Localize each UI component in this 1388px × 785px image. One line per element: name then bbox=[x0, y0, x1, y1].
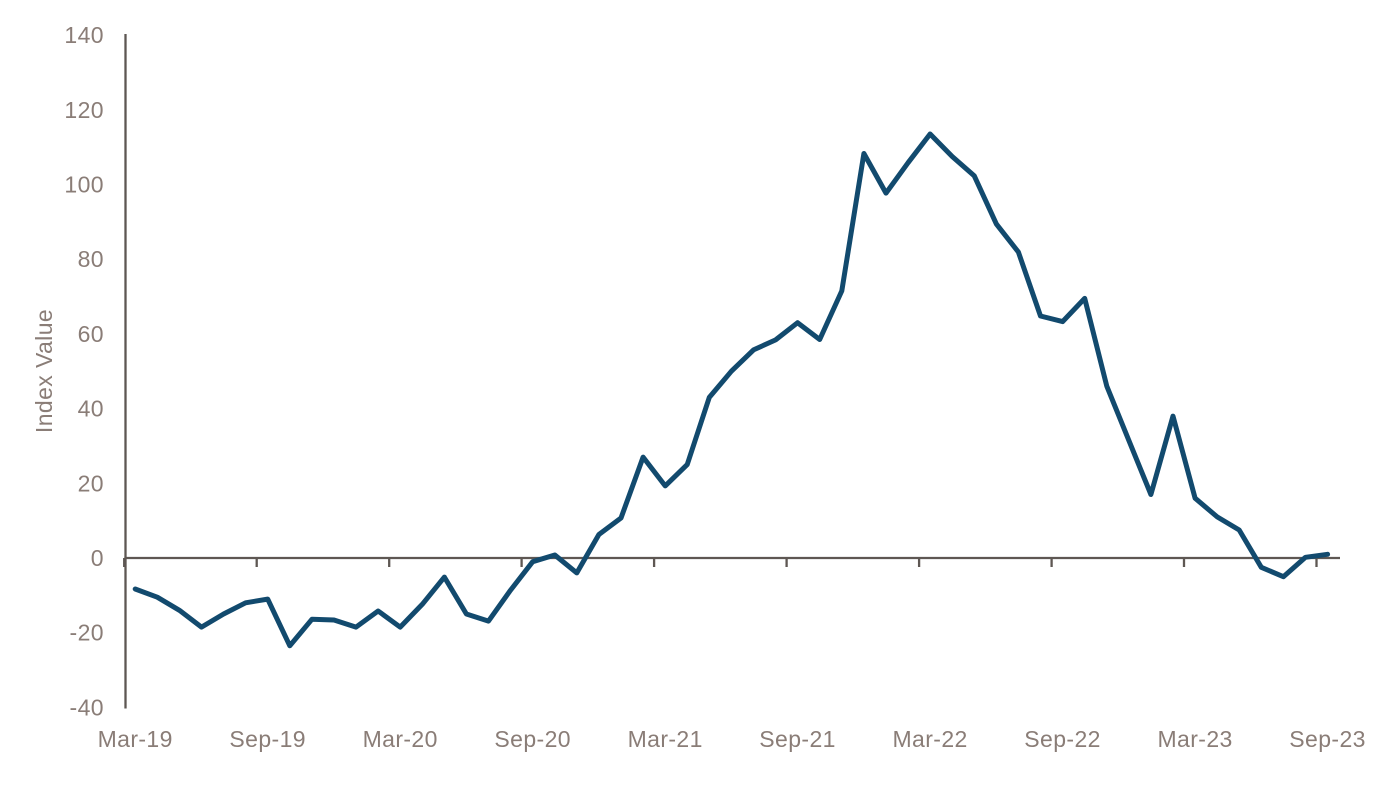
index-value-series-line bbox=[132, 131, 1331, 649]
x-axis-tick-marks bbox=[123, 558, 1318, 567]
x-axis-tick-label: Mar-23 bbox=[1157, 726, 1232, 752]
y-axis-tick-labels: 140 120 100 80 60 40 20 0 -20 -40 bbox=[64, 22, 104, 720]
y-axis-tick-label: 0 bbox=[91, 545, 104, 571]
y-axis-tick-label: 80 bbox=[78, 246, 104, 272]
y-axis-tick-label: 100 bbox=[64, 172, 104, 198]
x-axis-tick-label: Mar-22 bbox=[892, 726, 967, 752]
x-axis-tick-label: Mar-21 bbox=[628, 726, 703, 752]
y-axis-tick-label: -20 bbox=[70, 620, 104, 646]
y-axis-tick-label: 60 bbox=[78, 321, 104, 347]
y-axis-tick-label: 120 bbox=[64, 97, 104, 123]
y-axis-tick-label: 140 bbox=[64, 22, 104, 48]
x-axis-tick-labels: Mar-19 Sep-19 Mar-20 Sep-20 Mar-21 Sep-21 Mar-… bbox=[98, 726, 1366, 752]
x-axis-tick-label: Mar-19 bbox=[98, 726, 173, 752]
x-axis-tick-label: Sep-22 bbox=[1024, 726, 1101, 752]
y-axis-tick-label: 20 bbox=[78, 470, 104, 496]
y-axis-title: Index Value bbox=[31, 309, 57, 433]
x-axis-tick-label: Sep-20 bbox=[494, 726, 571, 752]
x-axis-tick-label: Sep-23 bbox=[1289, 726, 1366, 752]
y-axis-tick-label: -40 bbox=[70, 694, 104, 720]
x-axis-tick-label: Mar-20 bbox=[363, 726, 438, 752]
x-axis-tick-label: Sep-21 bbox=[759, 726, 836, 752]
x-axis-tick-label: Sep-19 bbox=[229, 726, 306, 752]
y-axis-tick-label: 40 bbox=[78, 396, 104, 422]
